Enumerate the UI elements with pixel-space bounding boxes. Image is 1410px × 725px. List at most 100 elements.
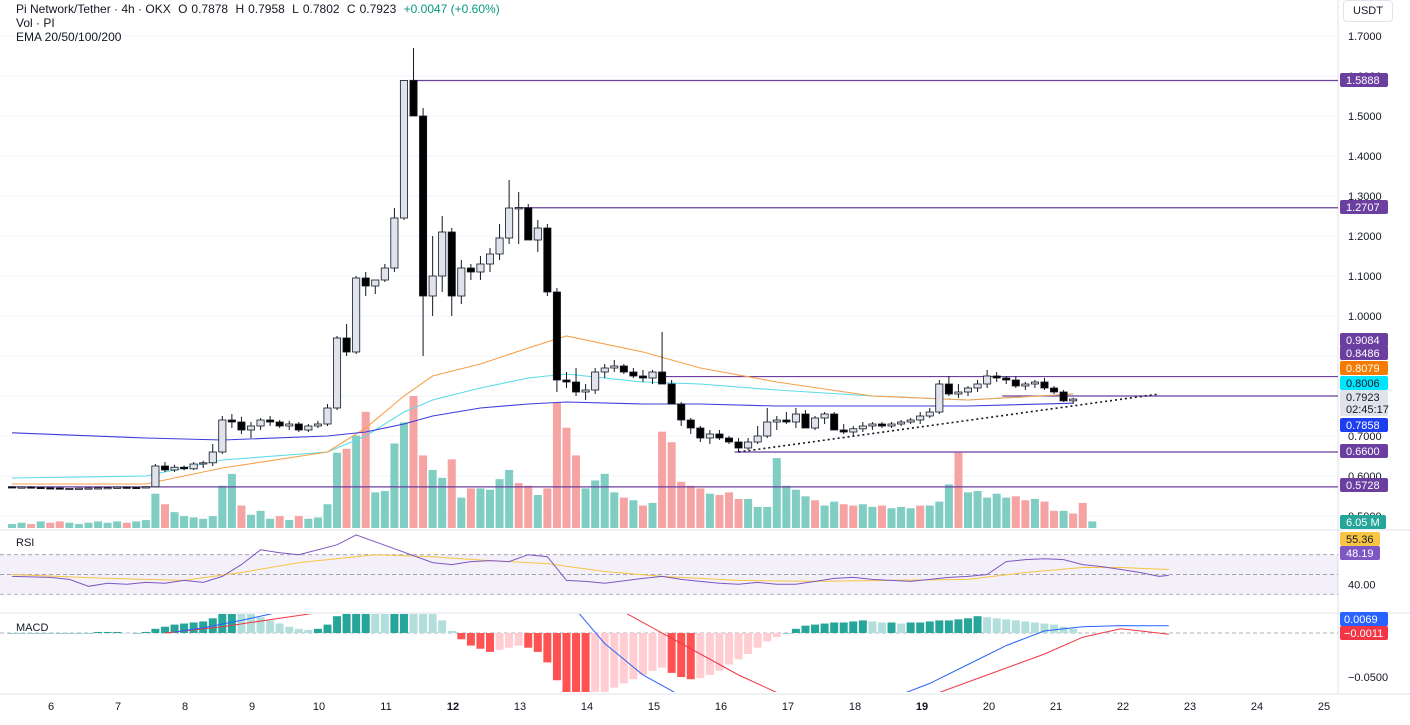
- volume-bar: [294, 516, 303, 528]
- volume-bar: [17, 522, 26, 528]
- candle-body: [457, 267, 466, 297]
- x-tick-label: 23: [1184, 701, 1196, 713]
- candle-body: [725, 437, 734, 443]
- rsi-tag-label: 55.36: [1346, 534, 1374, 546]
- volume-bar: [227, 473, 236, 528]
- candle-body: [1059, 391, 1068, 402]
- volume-bar: [208, 516, 217, 528]
- volume-bar: [543, 488, 552, 528]
- x-tick-label: 9: [249, 701, 255, 713]
- currency-button[interactable]: USDT: [1343, 0, 1393, 22]
- candle-body: [906, 419, 915, 423]
- candle-body: [801, 413, 810, 429]
- rsi-line: [11, 534, 1169, 587]
- candle-body: [877, 423, 886, 427]
- volume-bar: [361, 411, 370, 528]
- macd-histogram-bar: [753, 633, 762, 648]
- volume-bar: [399, 422, 408, 528]
- volume-bar: [533, 495, 542, 528]
- candle-body: [447, 231, 456, 297]
- volume-bar: [638, 505, 647, 528]
- x-tick-label: 11: [380, 701, 391, 713]
- macd-histogram-bar: [505, 633, 514, 648]
- candle-body: [342, 337, 351, 353]
- volume-bar: [113, 521, 122, 528]
- macd-histogram-bar: [333, 616, 342, 633]
- candle-body: [858, 425, 867, 430]
- macd-histogram-bar: [476, 633, 485, 649]
- price-tag: [1340, 376, 1388, 390]
- volume-bar: [782, 485, 791, 528]
- volume-bar: [906, 508, 915, 528]
- volume-bar: [476, 488, 485, 528]
- macd-histogram-bar: [1050, 624, 1059, 633]
- volume-bar: [1011, 496, 1020, 528]
- volume-bar: [715, 495, 724, 528]
- volume-bar: [629, 500, 638, 528]
- candle-body: [830, 413, 839, 431]
- candle-body: [285, 423, 294, 427]
- macd-histogram-bar: [94, 631, 103, 633]
- volume-bar: [935, 501, 944, 528]
- macd-tag: [1340, 612, 1388, 626]
- volume-bar: [141, 520, 150, 528]
- ema-legend[interactable]: EMA 20/50/100/200: [16, 30, 122, 44]
- price-tag: [1340, 402, 1388, 416]
- price-tag: [1340, 200, 1388, 214]
- macd-histogram-bar: [763, 633, 772, 642]
- rsi-legend[interactable]: RSI: [16, 537, 35, 549]
- volume-bar: [897, 506, 906, 528]
- macd-histogram-bar: [74, 633, 83, 634]
- macd-histogram-bar: [791, 628, 800, 633]
- volume-bar: [1030, 498, 1039, 528]
- macd-histogram-bar: [457, 633, 466, 640]
- macd-histogram-bar: [1059, 626, 1068, 633]
- x-tick-label: 22: [1117, 701, 1129, 713]
- volume-bar: [992, 493, 1001, 528]
- macd-histogram-bar: [122, 633, 131, 634]
- volume-bar: [160, 504, 169, 528]
- candle-body: [390, 217, 399, 269]
- macd-histogram-bar: [285, 626, 294, 633]
- candle-body: [686, 419, 695, 429]
- candle-body: [84, 487, 93, 490]
- macd-histogram-bar: [562, 633, 571, 692]
- x-tick-label: 12: [447, 701, 459, 713]
- ema-line: [11, 401, 1074, 441]
- macd-histogram-bar: [964, 618, 972, 633]
- low-label: L: [292, 2, 299, 16]
- volume-bar: [103, 522, 112, 528]
- candle-body: [916, 415, 925, 421]
- candle-body: [180, 466, 189, 470]
- candle-body: [7, 486, 16, 489]
- x-tick-label: 6: [48, 701, 54, 713]
- candle-body: [1002, 377, 1011, 381]
- candle-body: [897, 421, 906, 425]
- candle-body: [782, 419, 791, 423]
- candle-body: [868, 423, 877, 427]
- macd-histogram-bar: [715, 633, 724, 671]
- candle-body: [696, 427, 705, 439]
- candle-body: [572, 381, 581, 393]
- volume-legend[interactable]: Vol · PI: [16, 16, 55, 30]
- price-tag: [1340, 361, 1388, 375]
- volume-bar: [705, 493, 714, 528]
- volume-bar: [1002, 497, 1011, 528]
- close-value: 0.7923: [359, 2, 397, 16]
- macd-tag-label: 0.0069: [1344, 614, 1378, 626]
- symbol-title[interactable]: Pi Network/Tether · 4h · OKX: [16, 2, 171, 16]
- candle-body: [237, 421, 246, 431]
- candle-body: [629, 371, 638, 377]
- macd-histogram-bar: [361, 614, 370, 633]
- macd-histogram-bar: [1002, 619, 1011, 633]
- macd-legend[interactable]: MACD: [16, 622, 49, 634]
- volume-bar: [189, 517, 198, 528]
- macd-histogram-bar: [180, 623, 189, 633]
- ema-line: [11, 373, 1074, 479]
- macd-histogram-bar: [897, 623, 906, 633]
- macd-histogram-bar: [438, 620, 447, 633]
- candle-body: [151, 465, 160, 488]
- x-tick-label: 7: [115, 701, 121, 713]
